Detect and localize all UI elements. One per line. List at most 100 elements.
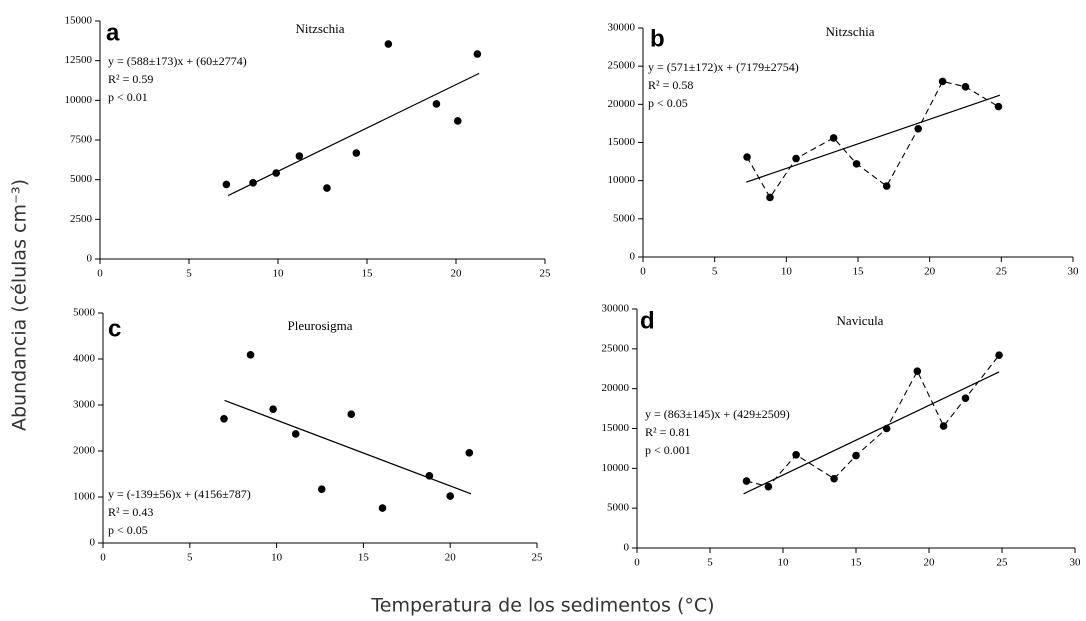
panel-title: Nitzschia xyxy=(825,24,874,39)
x-tick-label: 5 xyxy=(186,268,192,280)
x-tick-label: 10 xyxy=(778,557,790,569)
data-point xyxy=(269,405,277,413)
y-tick-label: 4000 xyxy=(73,353,96,365)
x-tick-label: 10 xyxy=(271,552,283,564)
data-point xyxy=(246,351,255,359)
panel-letter: b xyxy=(650,25,665,52)
data-point xyxy=(792,154,800,163)
y-tick-label: 0 xyxy=(87,253,93,265)
x-tick-label: 10 xyxy=(781,266,793,278)
data-point xyxy=(882,424,891,433)
y-tick-label: 10000 xyxy=(65,94,93,106)
y-tick-label: 3000 xyxy=(73,399,96,411)
x-tick-label: 0 xyxy=(100,552,106,564)
trend-line xyxy=(746,94,1001,183)
y-tick-label: 25000 xyxy=(608,60,636,72)
trend-line xyxy=(227,72,480,197)
y-tick-label: 12500 xyxy=(65,54,93,66)
x-tick-label: 15 xyxy=(853,266,865,278)
y-tick-label: 10000 xyxy=(608,174,636,186)
data-point xyxy=(914,124,922,133)
panel-letter: a xyxy=(106,19,120,46)
x-tick-label: 20 xyxy=(924,266,936,278)
y-tick-label: 0 xyxy=(90,537,96,549)
annotation: y = (588±173)x + (60±2774) xyxy=(108,54,247,68)
x-tick-label: 30 xyxy=(1068,266,1080,278)
x-tick-label: 0 xyxy=(640,266,646,278)
y-tick-label: 0 xyxy=(624,542,630,554)
x-tick-label: 25 xyxy=(532,552,544,564)
y-tick-label: 15000 xyxy=(65,15,93,27)
x-tick-label: 20 xyxy=(445,552,457,564)
data-point xyxy=(829,134,838,142)
x-tick-label: 30 xyxy=(1070,557,1082,569)
data-point xyxy=(852,160,861,168)
annotation: R² = 0.58 xyxy=(648,78,693,92)
x-tick-label: 20 xyxy=(451,268,463,280)
y-tick-label: 30000 xyxy=(608,22,636,34)
panel-letter: d xyxy=(640,307,655,334)
data-point xyxy=(220,415,228,423)
data-point xyxy=(432,100,441,108)
annotation: R² = 0.59 xyxy=(108,72,153,86)
data-point xyxy=(222,180,231,189)
data-point xyxy=(764,482,773,491)
y-tick-label: 1000 xyxy=(73,491,96,503)
x-tick-label: 20 xyxy=(924,557,936,569)
y-axis-label: Abundancia (células cm⁻³) xyxy=(9,179,31,431)
x-tick-label: 10 xyxy=(273,268,285,280)
data-point xyxy=(249,179,257,187)
x-tick-label: 15 xyxy=(851,557,863,569)
data-point xyxy=(939,422,948,430)
data-point xyxy=(295,152,304,160)
x-tick-label: 25 xyxy=(996,266,1008,278)
x-tick-label: 25 xyxy=(540,268,552,280)
y-tick-label: 25000 xyxy=(602,342,630,354)
panel-title: Nitzschia xyxy=(295,21,344,36)
data-point xyxy=(882,182,891,190)
y-tick-label: 5000 xyxy=(613,212,636,224)
data-point xyxy=(830,474,838,483)
panel-letter: c xyxy=(108,315,121,342)
data-point xyxy=(913,367,922,375)
annotation: p < 0.05 xyxy=(108,523,148,537)
panel-title: Navicula xyxy=(837,313,884,328)
y-tick-label: 15000 xyxy=(602,422,630,434)
data-point xyxy=(852,451,860,460)
trend-line xyxy=(743,371,1000,495)
y-tick-label: 20000 xyxy=(608,98,636,110)
data-point xyxy=(994,102,1003,111)
x-tick-label: 25 xyxy=(997,557,1009,569)
data-point xyxy=(453,117,462,125)
x-tick-label: 5 xyxy=(187,552,193,564)
data-point xyxy=(465,449,474,457)
connecting-line xyxy=(746,354,1000,488)
y-tick-label: 2500 xyxy=(70,213,93,225)
annotation: R² = 0.43 xyxy=(108,505,153,519)
annotation: y = (-139±56)x + (4156±787) xyxy=(108,487,251,501)
data-point xyxy=(995,351,1003,360)
data-point xyxy=(352,149,361,157)
data-point xyxy=(792,450,800,459)
x-tick-label: 5 xyxy=(712,266,718,278)
y-tick-label: 5000 xyxy=(607,502,630,514)
y-tick-label: 15000 xyxy=(608,136,636,148)
data-point xyxy=(938,77,947,86)
y-tick-label: 20000 xyxy=(602,382,630,394)
y-tick-label: 0 xyxy=(630,251,636,263)
y-tick-label: 10000 xyxy=(602,462,630,474)
y-tick-label: 2000 xyxy=(73,445,96,457)
x-tick-label: 15 xyxy=(358,552,370,564)
data-point xyxy=(378,504,387,512)
data-point xyxy=(743,153,751,161)
data-point xyxy=(961,394,970,403)
data-point xyxy=(766,193,774,202)
annotation: y = (863±145)x + (429±2509) xyxy=(645,407,790,421)
data-point xyxy=(317,485,326,493)
y-tick-label: 7500 xyxy=(70,134,93,146)
data-point xyxy=(291,430,300,438)
data-point xyxy=(425,472,434,480)
y-tick-label: 5000 xyxy=(73,307,96,319)
data-point xyxy=(272,169,281,177)
